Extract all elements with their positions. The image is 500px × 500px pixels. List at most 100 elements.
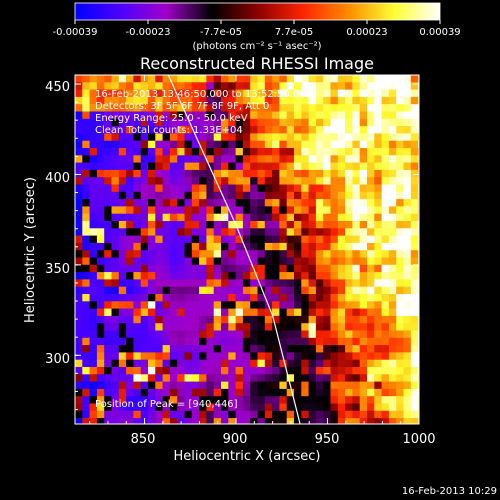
heatmap-pixel [148,213,156,222]
heatmap-pixel [381,359,390,368]
heatmap-pixel [279,403,288,412]
heatmap-pixel [148,126,156,134]
heatmap-pixel [242,104,251,112]
heatmap-pixel [126,257,134,266]
heatmap-pixel [323,155,331,163]
heatmap-pixel [330,301,339,309]
heatmap-pixel [162,323,171,331]
heatmap-pixel [396,418,404,424]
heatmap-pixel [272,388,280,397]
heatmap-pixel [169,191,178,200]
heatmap-pixel [133,133,142,142]
heatmap-pixel [242,337,251,346]
heatmap-pixel [213,279,222,288]
heatmap-pixel [242,148,251,156]
heatmap-pixel [257,96,266,105]
heatmap-pixel [242,410,251,419]
heatmap-pixel [337,323,346,331]
heatmap-pixel [381,96,390,105]
info-overlay: 16-Feb-2013 13:46:50.000 to 13:52:50.000… [95,89,312,410]
heatmap-pixel [301,133,309,142]
heatmap-pixel [352,213,361,222]
heatmap-pixel [75,359,83,368]
heatmap-pixel [330,410,339,419]
heatmap-pixel [140,206,149,215]
heatmap-pixel [308,148,317,156]
heatmap-pixel [286,367,295,375]
heatmap-pixel [352,235,361,244]
heatmap-pixel [286,250,295,258]
heatmap-pixel [264,257,273,266]
heatmap-pixel [82,250,90,258]
heatmap-pixel [367,228,375,236]
heatmap-pixel [279,184,288,193]
heatmap-pixel [177,155,185,163]
heatmap-pixel [228,126,236,134]
heatmap-pixel [228,184,236,193]
heatmap-pixel [250,374,258,382]
heatmap-pixel [294,388,302,397]
heatmap-pixel [374,308,382,317]
heatmap-pixel [242,418,251,424]
heatmap-pixel [228,315,236,324]
heatmap-pixel [213,323,222,331]
heatmap-pixel [191,140,200,149]
heatmap-pixel [257,323,266,331]
heatmap-pixel [148,396,156,404]
heatmap-pixel [388,213,397,222]
heatmap-pixel [359,89,368,98]
heatmap-pixel [75,257,83,266]
heatmap-pixel [118,148,127,156]
heatmap-pixel [111,388,120,397]
heatmap-pixel [352,264,361,273]
heatmap-pixel [82,286,90,295]
heatmap-pixel [301,264,309,273]
heatmap-pixel [315,206,324,215]
heatmap-pixel [213,235,222,244]
heatmap-pixel [118,323,127,331]
heatmap-pixel [191,250,200,258]
heatmap-pixel [272,177,280,185]
heatmap-pixel [235,264,244,273]
heatmap-pixel [206,352,215,361]
heatmap-pixel [199,345,207,353]
heatmap-pixel [359,374,368,382]
heatmap-pixel [323,235,331,244]
heatmap-pixel [308,169,317,178]
heatmap-pixel [250,111,258,120]
heatmap-pixel [206,235,215,244]
heatmap-pixel [177,337,185,346]
heatmap-pixel [388,337,397,346]
heatmap-pixel [89,111,98,120]
heatmap-pixel [264,89,273,98]
heatmap-pixel [337,410,346,419]
heatmap-pixel [396,126,404,134]
heatmap-pixel [279,155,288,163]
heatmap-pixel [155,140,163,149]
heatmap-pixel [96,177,105,185]
heatmap-pixel [359,418,368,424]
heatmap-pixel [374,221,382,229]
heatmap-pixel [272,330,280,339]
plot-frame [74,74,420,425]
heatmap-pixel [315,75,324,83]
heatmap-pixel [213,126,222,134]
heatmap-pixel [345,148,353,156]
heatmap-pixel [184,286,193,295]
heatmap-pixel [337,337,346,346]
heatmap-pixel [199,337,207,346]
heatmap-pixel [221,118,229,127]
heatmap-pixel [330,199,339,207]
heatmap-pixel [374,272,382,280]
heatmap-pixel [257,403,266,412]
heatmap-pixel [221,213,229,222]
heatmap-pixel [294,221,302,229]
heatmap-pixel [359,257,368,266]
heatmap-pixel [155,257,163,266]
heatmap-pixel [82,221,90,229]
heatmap-pixel [381,367,390,375]
heatmap-pixel [206,213,215,222]
heatmap-pixel [250,126,258,134]
heatmap-pixel [118,250,127,258]
heatmap-pixel [323,337,331,346]
